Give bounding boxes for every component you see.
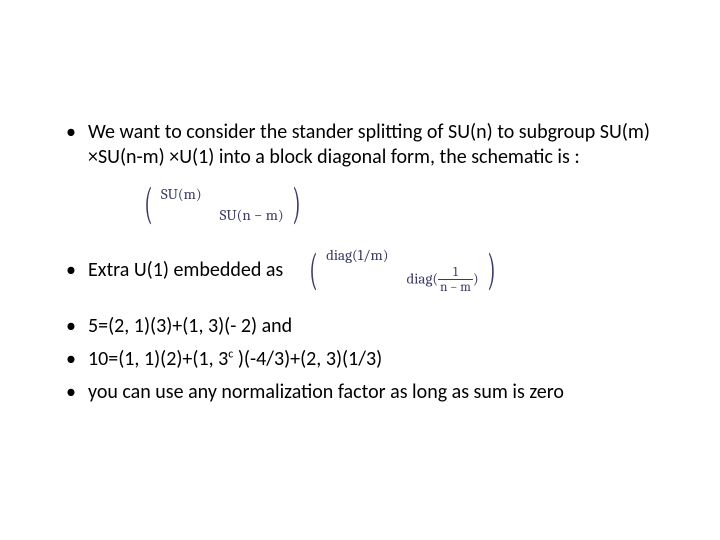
bullet-text-pre: 10=(1, 1)(2)+(1, 3 <box>88 347 228 371</box>
frac-den: n − m <box>438 279 473 294</box>
bullet-item-5-decomp: 5=(2, 1)(3)+(1, 3)(- 2) and <box>60 314 660 339</box>
diag-suffix: ) <box>473 270 479 288</box>
bullet-item-normalization: you can use any normalization factor as … <box>60 380 660 405</box>
bullet-list-1: We want to consider the stander splittin… <box>60 120 660 170</box>
bullet-extra-u1: Extra U(1) embedded as <box>60 258 283 282</box>
matrix-2: ( diag(1/m) diag(1n − m) ) <box>305 244 499 296</box>
cell-diag-frac: diag(1n − m) <box>406 266 478 294</box>
frac-num: 1 <box>451 266 460 279</box>
matrix-1: ( SU(m) SU(n − m) ) <box>140 182 304 226</box>
bullet-item-10-decomp: 10=(1, 1)(2)+(1, 3c )(-4/3)+(2, 3)(1/3) <box>60 347 660 372</box>
matrix-schematic-1: ( SU(m) SU(n − m) ) <box>140 182 660 226</box>
right-paren-icon: ) <box>487 248 495 292</box>
bullet-with-matrix: Extra U(1) embedded as ( diag(1/m) diag(… <box>60 244 660 296</box>
matrix-body: diag(1/m) diag(1n − m) <box>322 244 482 296</box>
diag-prefix: diag( <box>406 270 438 288</box>
slide: We want to consider the stander splittin… <box>0 0 720 540</box>
diag-num: 1 <box>358 246 363 264</box>
cell-diag-1-m: diag(1/m) <box>326 246 388 264</box>
diag-prefix: diag( <box>326 246 358 264</box>
matrix-body: SU(m) SU(n − m) <box>157 182 288 226</box>
bullet-text: We want to consider the stander splittin… <box>88 120 650 169</box>
cell-su-m: SU(m) <box>161 185 202 203</box>
right-paren-icon: ) <box>292 182 300 226</box>
bullet-text: 5=(2, 1)(3)+(1, 3)(- 2) and <box>88 314 292 338</box>
fraction-icon: 1n − m <box>438 266 473 294</box>
left-paren-icon: ( <box>144 182 152 226</box>
bullet-text-post: )(-4/3)+(2, 3)(1/3) <box>233 347 382 371</box>
left-paren-icon: ( <box>309 248 317 292</box>
bullet-text: you can use any normalization factor as … <box>88 380 564 404</box>
diag-den: m <box>371 246 383 264</box>
cell-su-n-m: SU(n − m) <box>220 206 284 224</box>
bullet-item-splitting: We want to consider the stander splittin… <box>60 120 660 170</box>
diag-suffix: ) <box>383 246 389 264</box>
bullet-list-2: 5=(2, 1)(3)+(1, 3)(- 2) and 10=(1, 1)(2)… <box>60 314 660 405</box>
